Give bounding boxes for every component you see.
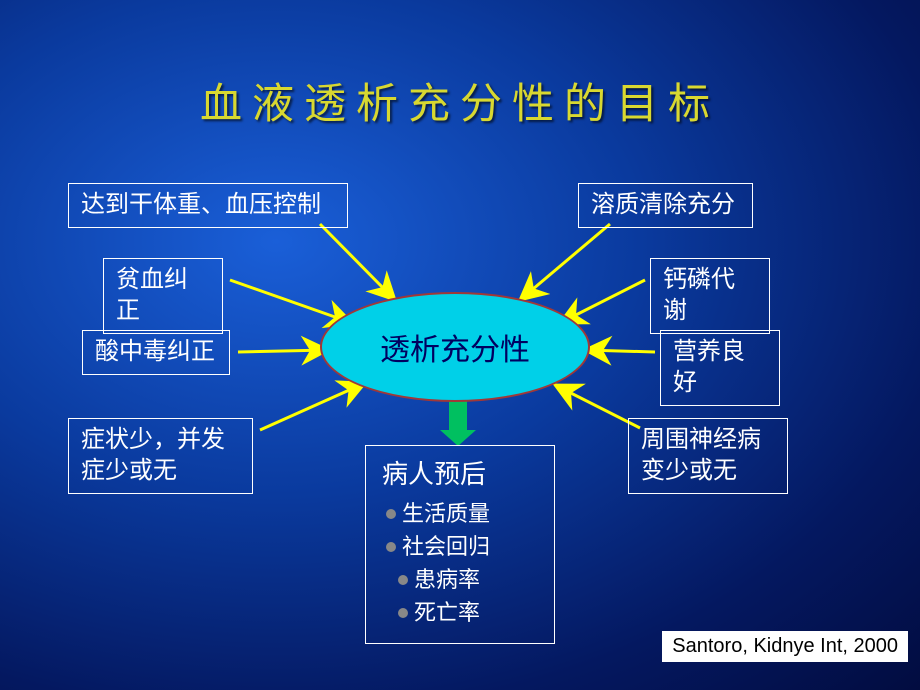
outcome-item: 生活质量 [378, 497, 542, 530]
down-arrow-shaft [449, 400, 467, 430]
arrow [230, 280, 352, 323]
factor-box-b5: 溶质清除充分 [578, 183, 753, 228]
bullet-icon [398, 575, 408, 585]
slide-title: 血液透析充分性的目标 [0, 70, 920, 131]
outcome-title: 病人预后 [378, 454, 542, 491]
outcome-item: 患病率 [378, 563, 542, 596]
down-arrow-head [440, 430, 476, 446]
arrow [520, 224, 610, 300]
outcome-item-label: 社会回归 [402, 530, 490, 563]
factor-box-b1: 达到干体重、血压控制 [68, 183, 348, 228]
center-node: 透析充分性 [320, 292, 590, 402]
outcome-box: 病人预后 生活质量社会回归患病率死亡率 [365, 445, 555, 644]
arrow [560, 280, 645, 323]
bullet-icon [398, 608, 408, 618]
outcome-item-label: 死亡率 [414, 596, 480, 629]
factor-box-b6: 钙磷代谢 [650, 258, 770, 334]
factor-box-b4: 症状少，并发症少或无 [68, 418, 253, 494]
outcome-item: 社会回归 [378, 530, 542, 563]
bullet-icon [386, 509, 396, 519]
outcome-item: 死亡率 [378, 596, 542, 629]
arrow [238, 350, 328, 352]
bullet-icon [386, 542, 396, 552]
factor-box-b2: 贫血纠正 [103, 258, 223, 334]
factor-box-b3: 酸中毒纠正 [82, 330, 230, 375]
arrow [320, 224, 395, 300]
arrow [260, 383, 365, 430]
arrow [585, 350, 655, 352]
factor-box-b7: 营养良好 [660, 330, 780, 406]
factor-box-b8: 周围神经病变少或无 [628, 418, 788, 494]
outcome-item-label: 患病率 [414, 563, 480, 596]
outcome-item-label: 生活质量 [402, 497, 490, 530]
citation: Santoro, Kidnye Int, 2000 [662, 631, 908, 662]
center-label: 透析充分性 [380, 325, 530, 369]
